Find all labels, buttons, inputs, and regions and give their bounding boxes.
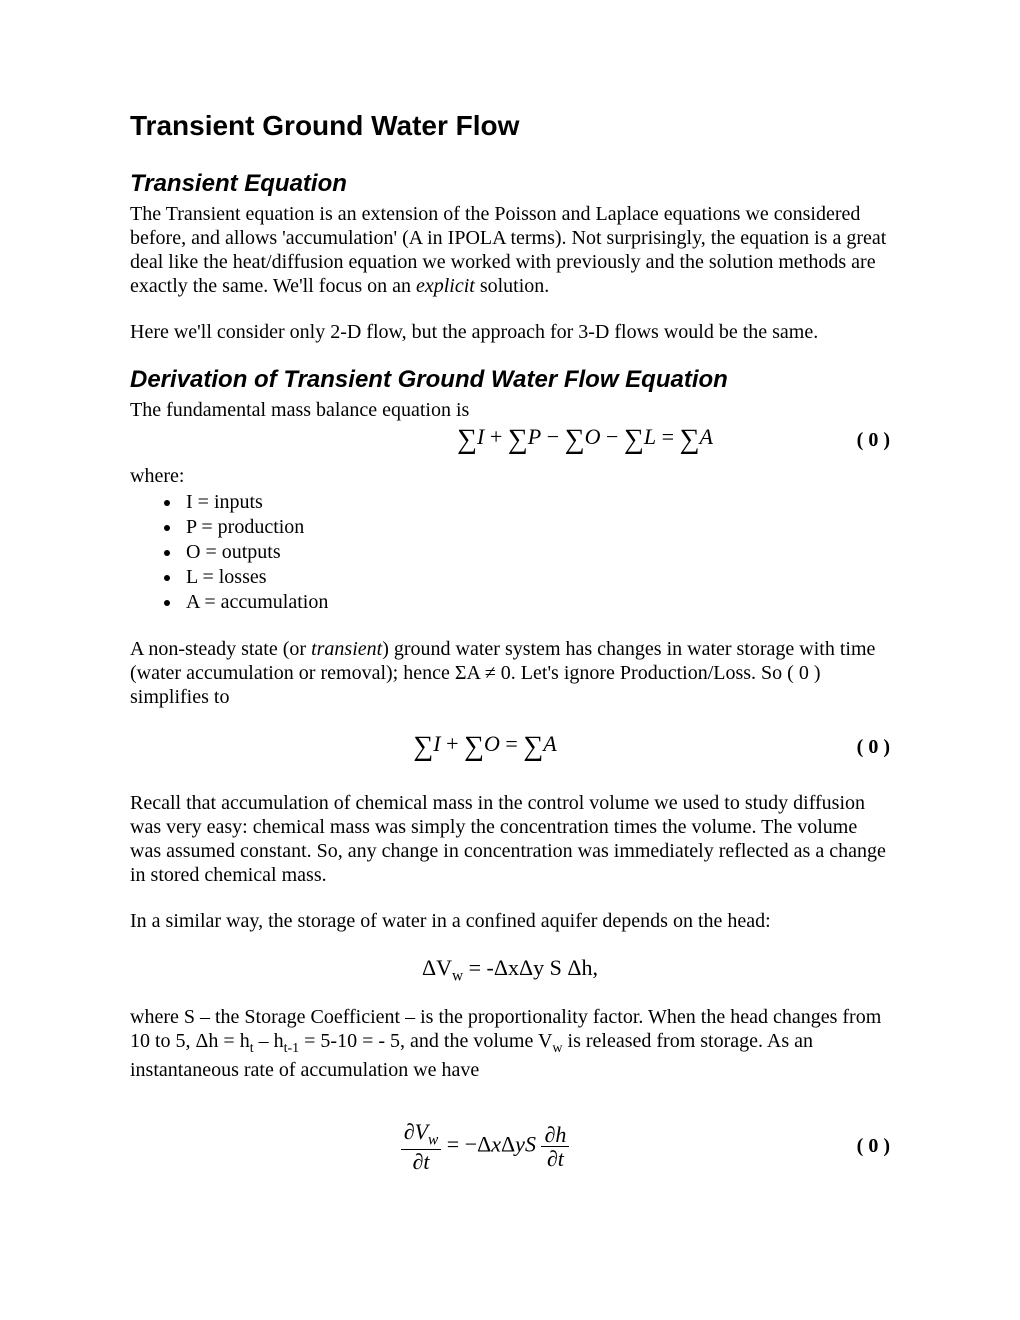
equation-1: ∑I + ∑P − ∑O − ∑L = ∑A	[330, 424, 840, 456]
list-item: I = inputs	[182, 490, 890, 515]
equation-3: ΔVw = -ΔxΔy S Δh,	[130, 955, 890, 985]
equation-1-number: ( 0 )	[840, 429, 890, 452]
para-s2-1: The fundamental mass balance equation is	[130, 398, 890, 422]
equation-4-number: ( 0 )	[840, 1135, 890, 1158]
para-s1-2: Here we'll consider only 2-D flow, but t…	[130, 320, 890, 344]
equation-2-number: ( 0 )	[840, 736, 890, 759]
list-item: O = outputs	[182, 540, 890, 565]
definition-list: I = inputs P = production O = outputs L …	[130, 490, 890, 615]
list-item: A = accumulation	[182, 590, 890, 615]
list-item: L = losses	[182, 565, 890, 590]
para-s1-1: The Transient equation is an extension o…	[130, 202, 890, 298]
section-title-1: Transient Equation	[130, 170, 890, 198]
para-s2-5: where S – the Storage Coefficient – is t…	[130, 1005, 890, 1082]
equation-1-row: ∑I + ∑P − ∑O − ∑L = ∑A ( 0 )	[130, 424, 890, 456]
equation-4-row: ∂Vw∂t = −ΔxΔyS ∂h∂t ( 0 )	[130, 1120, 890, 1173]
para-s2-3: Recall that accumulation of chemical mas…	[130, 791, 890, 887]
list-item: P = production	[182, 515, 890, 540]
where-label: where:	[130, 464, 890, 488]
equation-4: ∂Vw∂t = −ΔxΔyS ∂h∂t	[130, 1120, 840, 1173]
page: Transient Ground Water Flow Transient Eq…	[0, 0, 1020, 1320]
para-s2-2: A non-steady state (or transient) ground…	[130, 637, 890, 709]
equation-2: ∑I + ∑O = ∑A	[130, 731, 840, 763]
section-title-2: Derivation of Transient Ground Water Flo…	[130, 366, 890, 394]
page-title: Transient Ground Water Flow	[130, 110, 890, 142]
equation-2-row: ∑I + ∑O = ∑A ( 0 )	[130, 731, 890, 763]
para-s2-4: In a similar way, the storage of water i…	[130, 909, 890, 933]
